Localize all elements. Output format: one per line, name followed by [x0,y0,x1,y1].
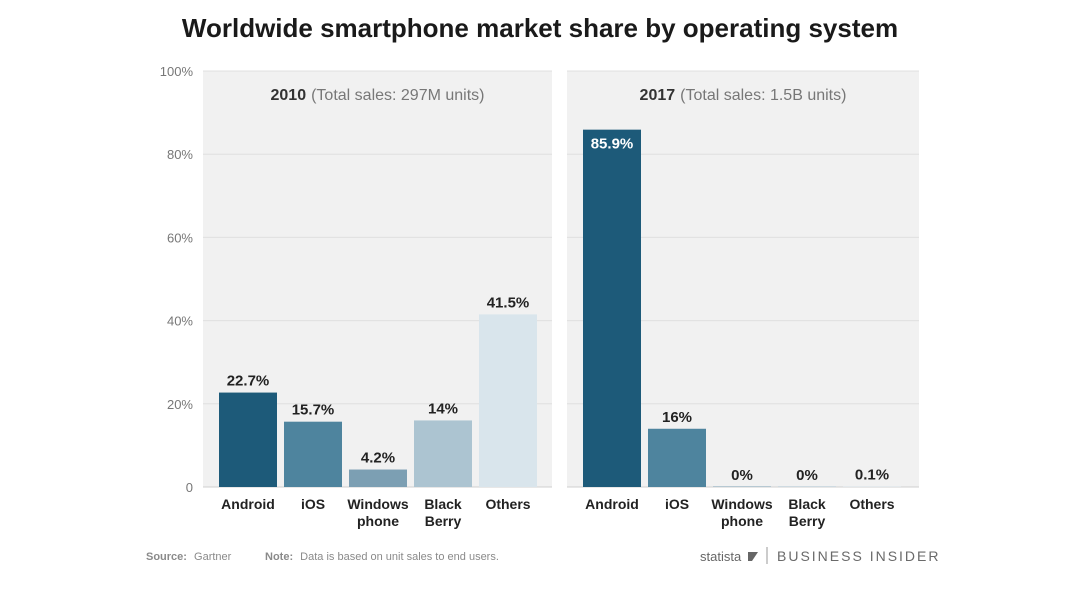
y-tick-label: 60% [167,230,193,245]
footer: Source: Gartner Note: Data is based on u… [146,547,940,564]
data-label: 41.5% [487,294,530,311]
data-label: 0.1% [855,467,889,484]
bar-2017-1 [648,428,706,487]
note-text: Data is based on unit sales to end users… [300,551,499,563]
y-tick-label: 0 [186,480,193,495]
bar-2010-1 [284,421,342,487]
data-label: 14% [428,400,458,417]
category-label: Android [585,496,639,512]
bar-2017-2 [713,486,771,487]
category-label: Black Berry [424,496,462,529]
y-tick-label: 100% [160,64,194,79]
y-tick-label: 20% [167,397,193,412]
bar-2010-3 [414,420,472,487]
category-label: Windows phone [711,496,773,529]
source-label: Source: [146,551,187,563]
bar-2017-0 [583,129,641,487]
statista-mark-icon [748,552,758,561]
chart-panels: 2010 (Total sales: 297M units) 22.7% Androi… [203,70,919,529]
data-note: Note: Data is based on unit sales to end… [265,551,499,563]
data-label: 16% [662,409,692,426]
bar-2010-2 [349,469,407,487]
y-tick-label: 80% [167,147,193,162]
panel-2017: 2017 (Total sales: 1.5B units) 85.9% Androi… [567,70,919,529]
bar-2010-0 [219,392,277,487]
panel-2010: 2010 (Total sales: 297M units) 22.7% Androi… [203,70,552,529]
bar-2017-3 [778,486,836,487]
panel-year: 2017 [640,87,676,104]
chart-title: Worldwide smartphone market share by ope… [182,13,898,43]
source-text: Gartner [194,551,232,563]
category-label: Windows phone [347,496,409,529]
note-label: Note: [265,551,293,563]
data-label: 4.2% [361,450,395,467]
panel-year: 2010 [271,87,307,104]
category-label: Others [485,496,530,512]
data-label: 0% [796,467,818,484]
category-label: Android [221,496,275,512]
category-label: Others [849,496,894,512]
panel-header: 2010 (Total sales: 297M units) [271,87,485,104]
panel-header: 2017 (Total sales: 1.5B units) [640,87,847,104]
data-label: 85.9% [591,136,634,153]
statista-logo: statista [700,549,742,564]
y-axis: 0 20% 40% 60% 80% 100% [160,64,194,495]
data-label: 0% [731,467,753,484]
category-label: iOS [301,496,325,512]
data-label: 15.7% [292,402,335,419]
business-insider-logo: BUSINESS INSIDER [777,548,940,564]
category-label: Black Berry [788,496,826,529]
category-label: iOS [665,496,689,512]
bar-2010-4 [479,314,537,487]
y-tick-label: 40% [167,314,193,329]
source-note: Source: Gartner [146,551,232,563]
data-label: 22.7% [227,373,270,390]
panel-subtitle: (Total sales: 1.5B units) [680,87,846,104]
panel-subtitle: (Total sales: 297M units) [311,87,484,104]
